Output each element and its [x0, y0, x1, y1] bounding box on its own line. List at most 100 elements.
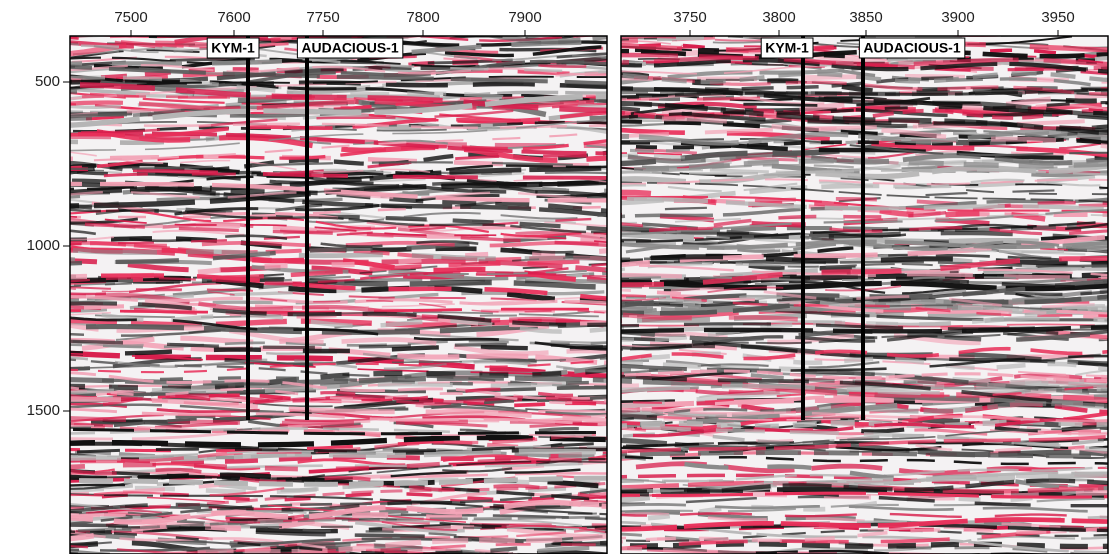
seismic-reflector: [621, 264, 1108, 277]
seismic-reflector: [70, 308, 607, 343]
seismic-reflector: [70, 531, 583, 554]
seismic-reflector: [70, 352, 607, 378]
seismic-reflector: [70, 475, 607, 487]
seismic-reflector: [70, 208, 607, 234]
seismic-reflector: [621, 231, 1108, 251]
seismic-reflector: [70, 295, 607, 306]
seismic-reflector: [70, 316, 607, 351]
seismic-reflector: [70, 491, 607, 520]
x-tick-label: 3750: [673, 9, 706, 26]
seismic-reflector: [70, 151, 607, 183]
seismic-reflector: [621, 503, 1108, 513]
seismic-reflector: [70, 454, 607, 475]
x-tick-label: 3950: [1041, 9, 1074, 26]
seismic-reflector: [621, 437, 1108, 458]
seismic-reflector: [621, 305, 1108, 343]
seismic-reflector: [70, 229, 607, 254]
x-tick-label: 7500: [114, 9, 147, 26]
well-label: AUDACIOUS-1: [301, 40, 398, 56]
seismic-reflector: [621, 129, 1108, 167]
seismic-reflector: [621, 450, 1108, 459]
seismic-reflector: [621, 41, 1108, 53]
x-tick-label: 7800: [406, 9, 439, 26]
seismic-reflector: [70, 396, 607, 424]
seismic-reflector: [70, 75, 607, 89]
seismic-reflector: [70, 461, 607, 476]
seismic-reflector: [70, 247, 607, 262]
seismic-reflector: [70, 211, 607, 228]
seismic-reflector: [70, 217, 607, 246]
seismic-reflector: [621, 344, 1108, 378]
seismic-reflector: [70, 460, 607, 481]
seismic-reflector: [70, 448, 607, 462]
x-tick-label: 3800: [762, 9, 795, 26]
seismic-reflector: [621, 115, 1108, 149]
seismic-reflector: [754, 535, 1108, 554]
seismic-reflector: [70, 167, 607, 180]
seismic-reflector: [70, 36, 607, 68]
well-label-box: [760, 37, 814, 59]
seismic-reflector: [70, 499, 607, 525]
seismic-reflector: [70, 385, 607, 397]
seismic-reflector: [70, 275, 607, 304]
seismic-reflector: [70, 209, 607, 238]
seismic-reflector: [70, 424, 607, 440]
seismic-reflector: [70, 220, 607, 241]
seismic-reflector: [70, 378, 607, 395]
x-tick-label: 3850: [849, 9, 882, 26]
seismic-reflector: [70, 467, 607, 500]
seismic-reflector: [621, 294, 1108, 316]
seismic-reflector: [70, 323, 607, 356]
seismic-reflector: [70, 255, 607, 288]
seismic-reflector: [146, 526, 607, 554]
seismic-reflector: [70, 493, 607, 516]
seismic-reflector: [70, 445, 607, 458]
panel-frame: [69, 35, 608, 554]
well-label-box: [296, 37, 404, 59]
seismic-reflector: [70, 65, 607, 86]
seismic-reflector: [70, 359, 607, 374]
seismic-reflector: [621, 45, 1108, 64]
well-label-box: [858, 37, 966, 59]
seismic-reflector: [70, 421, 607, 429]
seismic-reflector: [621, 478, 1108, 497]
seismic-reflector: [70, 118, 607, 152]
seismic-reflector: [70, 192, 607, 225]
seismic-reflector: [70, 287, 607, 314]
y-tick-label: 1000: [27, 237, 60, 254]
seismic-reflector: [621, 435, 1108, 454]
seismic-reflector: [621, 517, 1108, 532]
seismic-reflector: [70, 427, 607, 436]
seismic-reflector: [70, 92, 607, 118]
seismic-reflector: [70, 273, 607, 301]
seismic-reflector: [70, 221, 607, 248]
seismic-reflector: [70, 434, 607, 448]
seismic-reflector: [621, 178, 1108, 186]
y-tick-label: 1500: [27, 402, 60, 419]
seismic-reflector: [621, 36, 648, 37]
seismic-reflector: [70, 125, 607, 163]
seismic-reflector: [70, 93, 607, 128]
seismic-reflector: [70, 110, 607, 138]
seismic-reflector: [70, 95, 607, 101]
seismic-reflector: [70, 102, 607, 134]
seismic-reflector: [621, 529, 1108, 542]
seismic-reflector: [621, 86, 1108, 116]
seismic-reflector: [70, 166, 607, 197]
seismic-reflector: [621, 220, 1108, 244]
seismic-reflector: [70, 190, 607, 200]
seismic-reflector: [160, 36, 607, 45]
seismic-reflector: [621, 127, 1108, 158]
seismic-reflector: [70, 524, 607, 533]
x-tick-label: 7600: [217, 9, 250, 26]
seismic-reflector: [621, 254, 1108, 266]
seismic-reflector: [70, 481, 607, 510]
seismic-reflector: [621, 168, 1108, 176]
well-label: KYM-1: [765, 40, 809, 56]
seismic-reflector: [621, 455, 1108, 466]
seismic-reflector: [70, 387, 607, 408]
well-label-box: [206, 37, 260, 59]
seismic-reflector: [621, 377, 1108, 396]
seismic-reflector: [70, 457, 607, 472]
